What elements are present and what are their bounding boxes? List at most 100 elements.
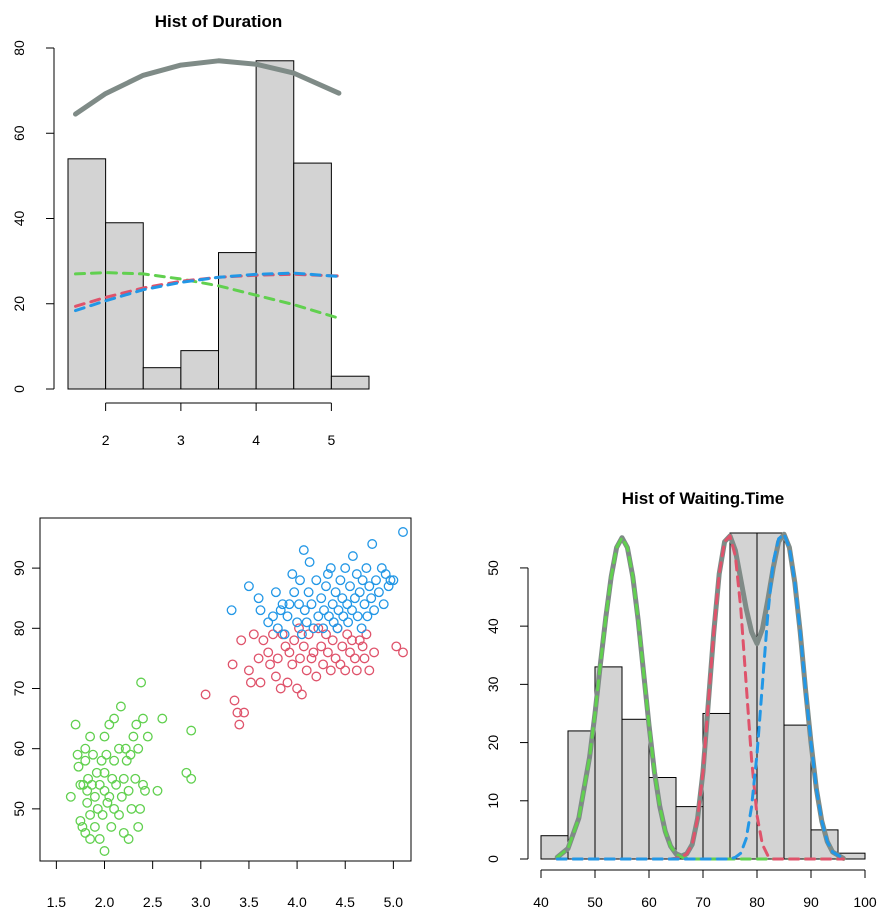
scatter-point-2-40 [335, 575, 346, 586]
hist-bar-0-4 [218, 252, 257, 390]
scatter-point-0-29 [99, 767, 110, 778]
scatter-point-2-26 [311, 575, 322, 586]
y-tick-label-2-4: 40 [485, 618, 501, 634]
x-tick-label-1-7: 5.0 [384, 894, 404, 910]
scatter-point-1-19 [277, 629, 288, 640]
hist-bar-2-9 [783, 724, 812, 860]
scatter-point-0-20 [89, 821, 100, 832]
scatter-point-0-33 [104, 791, 115, 802]
scatter-point-2-12 [284, 599, 295, 610]
scatter-point-2-70 [398, 527, 408, 537]
scatter-point-1-35 [313, 623, 324, 634]
scatter-point-2-45 [343, 617, 354, 628]
scatter-point-2-60 [367, 539, 378, 549]
scatter-point-1-10 [253, 653, 264, 664]
scatter-point-1-4 [234, 719, 245, 730]
scatter-point-2-14 [289, 587, 300, 598]
scatter-point-2-4 [263, 617, 274, 628]
scatter-point-1-18 [275, 683, 286, 694]
hist-bar-0-1 [105, 222, 144, 390]
scatter-point-1-9 [248, 629, 259, 640]
scatter-point-0-67 [186, 725, 197, 736]
scatter-point-1-40 [325, 665, 336, 676]
scatter-point-0-62 [140, 785, 150, 796]
scatter-point-0-38 [109, 755, 120, 766]
scatter-point-0-11 [82, 785, 93, 796]
scatter-point-0-43 [115, 701, 126, 712]
x-tick-label-0-2: 4 [252, 432, 260, 448]
density-curve-2-cluster-red [555, 534, 845, 861]
scatter-point-0-8 [80, 827, 91, 838]
scatter-point-1-49 [347, 635, 357, 646]
x-tick-label-1-4: 3.5 [239, 894, 259, 910]
scatter-point-1-14 [265, 659, 276, 670]
scatter-point-0-34 [104, 719, 115, 730]
scatter-point-2-10 [279, 629, 290, 640]
histogram-panel-0: Hist of Duration 2 3 4 5 0 20 40 60 80 [11, 12, 370, 448]
scatter-point-0-56 [133, 821, 144, 832]
scatter-point-1-59 [398, 647, 408, 658]
scatter-point-2-0 [226, 605, 237, 616]
x-tick-label-2-1: 50 [587, 894, 603, 910]
scatter-point-0-54 [130, 773, 141, 784]
hist-bar-0-3 [180, 350, 219, 390]
scatter-point-1-21 [282, 677, 293, 688]
scatter-point-0-21 [91, 767, 102, 778]
scatter-point-1-55 [361, 629, 372, 640]
y-tick-label-1-2: 70 [11, 680, 27, 696]
scatter-point-2-34 [325, 563, 336, 574]
scatter-point-0-68 [186, 773, 197, 784]
density-curve-0-cluster-blue [74, 271, 341, 313]
x-tick-label-1-3: 3.0 [191, 894, 211, 910]
x-tick-label-1-0: 1.5 [47, 894, 67, 910]
scatter-point-0-37 [109, 803, 120, 814]
scatter-point-0-10 [80, 755, 91, 766]
hist-bar-0-5 [255, 60, 295, 390]
scatter-point-1-36 [316, 641, 327, 652]
scatter-point-0-1 [70, 719, 81, 730]
scatter-point-0-15 [85, 834, 96, 844]
scatter-panel-1: 1.5 2.0 2.5 3.0 3.5 4.0 4.5 5.0 50 60 70 80 90 [11, 517, 412, 910]
scatter-point-1-50 [349, 653, 360, 664]
scatter-point-1-26 [294, 623, 304, 634]
scatter-point-2-17 [295, 575, 305, 586]
scatter-point-0-23 [94, 834, 105, 844]
x-tick-label-0-3: 5 [327, 432, 335, 448]
scatter-point-2-35 [327, 599, 338, 610]
scatter-point-0-28 [99, 785, 110, 796]
y-tick-label-0-2: 40 [11, 211, 27, 227]
scatter-point-2-52 [354, 587, 365, 598]
scatter-point-1-23 [287, 659, 298, 670]
x-tick-label-1-1: 2.0 [95, 894, 115, 910]
scatter-point-1-38 [321, 629, 331, 640]
scatter-point-0-66 [181, 767, 192, 778]
scatter-point-2-48 [347, 551, 358, 562]
x-tick-label-0-1: 3 [177, 432, 185, 448]
scatter-point-2-53 [356, 623, 367, 634]
scatter-point-1-52 [354, 635, 365, 646]
hist-bar-2-3 [621, 718, 650, 860]
scatter-point-0-57 [133, 743, 144, 754]
scatter-point-2-63 [373, 587, 384, 598]
scatter-point-2-66 [380, 569, 391, 580]
y-tick-label-0-1: 20 [11, 296, 27, 312]
chart-title-2: Hist of Waiting.Time [622, 489, 784, 508]
scatter-point-2-16 [294, 599, 304, 610]
chart-title-0: Hist of Duration [155, 12, 283, 31]
scatter-point-2-33 [323, 611, 334, 622]
scatter-point-2-28 [316, 593, 327, 604]
scatter-point-1-51 [351, 665, 362, 676]
scatter-point-1-39 [322, 647, 333, 658]
scatter-point-1-37 [318, 659, 329, 670]
scatter-point-1-42 [330, 653, 341, 664]
scatter-point-0-65 [157, 713, 168, 724]
y-tick-label-2-1: 10 [485, 793, 501, 809]
scatter-point-1-16 [270, 671, 281, 682]
scatter-point-2-59 [366, 593, 377, 604]
scatter-frame [39, 517, 412, 862]
scatter-point-1-6 [239, 707, 250, 718]
scatter-point-1-17 [272, 653, 283, 664]
scatter-point-0-14 [85, 731, 96, 742]
scatter-point-2-13 [287, 569, 298, 580]
